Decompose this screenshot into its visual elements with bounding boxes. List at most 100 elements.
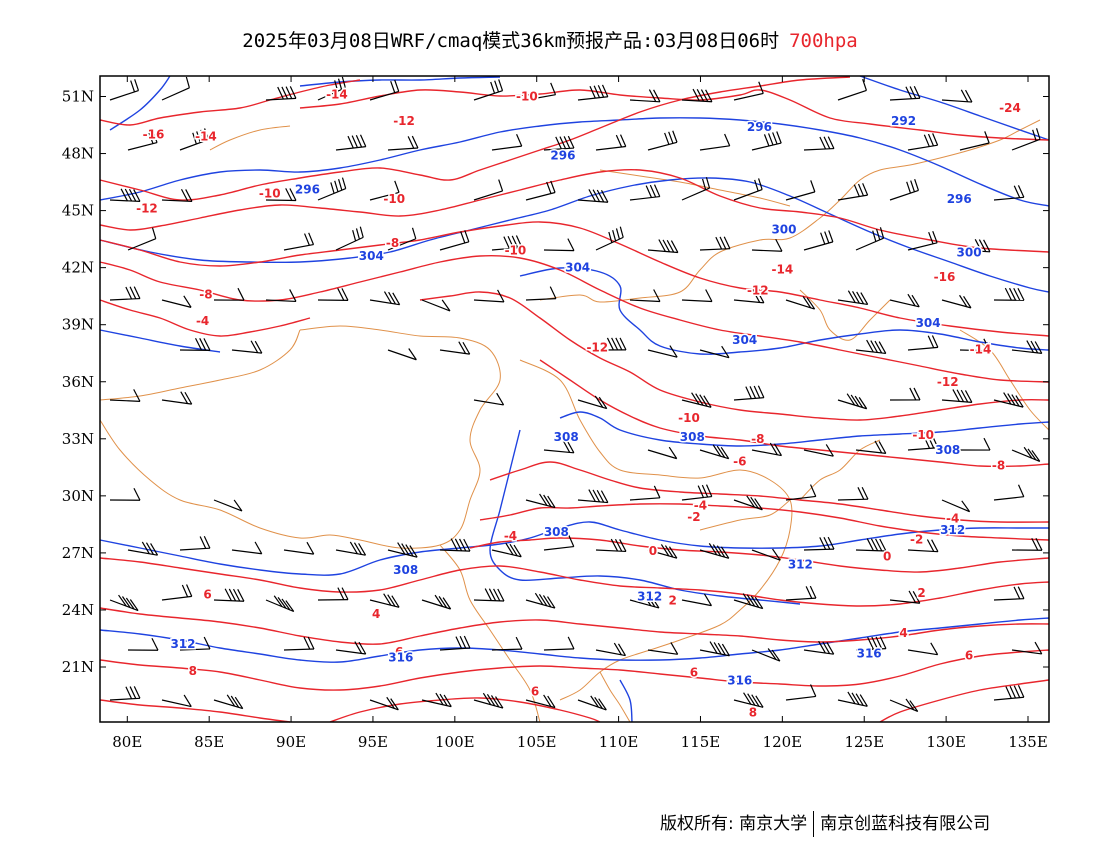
border-line	[799, 439, 881, 501]
wind-barb	[993, 484, 1025, 501]
wind-barb	[421, 692, 452, 708]
temperature-contour-label: 0	[883, 550, 891, 564]
wind-barb	[179, 535, 211, 551]
border-line	[99, 325, 501, 549]
copyright-footer: 版权所有: 南京大学 南京创蓝科技有限公司	[660, 809, 990, 837]
temperature-contour-line	[419, 291, 1050, 421]
wind-barb	[959, 338, 991, 352]
temperature-contour-label: -4	[504, 529, 517, 543]
wind-barb	[941, 89, 973, 103]
border-line	[209, 125, 291, 151]
wind-barb	[543, 534, 575, 551]
temperature-contour-label: -14	[326, 88, 348, 102]
temperature-contour-label: -4	[196, 314, 209, 328]
wind-barb	[109, 487, 141, 501]
wind-barb	[837, 691, 868, 707]
wind-barb	[751, 131, 782, 151]
wind-barb	[109, 188, 141, 202]
height-contour-label: 308	[935, 443, 960, 457]
temperature-contour-label: 8	[749, 706, 757, 720]
map-frame	[99, 75, 1050, 723]
height-contour-line	[559, 411, 1050, 447]
wind-barb	[837, 486, 869, 501]
wind-barb	[473, 79, 504, 101]
wind-barb	[699, 345, 730, 359]
wind-barb	[265, 86, 297, 101]
wind-barb	[993, 392, 1024, 408]
temperature-contour-label: 6	[965, 649, 973, 663]
wind-barb	[525, 493, 556, 509]
wind-barb	[179, 128, 209, 151]
height-contour-line	[99, 117, 1050, 207]
wind-barb	[629, 593, 660, 609]
wind-barb	[577, 395, 608, 410]
wind-barb	[525, 180, 556, 201]
wind-barb	[855, 339, 887, 355]
wind-barb	[803, 136, 835, 151]
wind-barb	[283, 636, 315, 651]
wind-barb	[161, 295, 192, 308]
wind-barb	[473, 289, 505, 303]
wind-barb	[317, 177, 347, 201]
wind-barb	[733, 593, 764, 610]
wind-barb	[525, 286, 557, 301]
border-line	[539, 119, 1041, 303]
wind-barb	[803, 640, 835, 655]
wind-barb	[1011, 537, 1043, 551]
border-line	[699, 499, 791, 531]
wind-barb	[473, 392, 505, 406]
wind-barb	[733, 178, 763, 201]
height-contour-label: 296	[947, 192, 972, 206]
height-contour-label: 304	[732, 333, 757, 347]
wind-barb	[491, 133, 523, 151]
x-tick-label: 100E	[435, 733, 475, 751]
wind-barb	[491, 235, 523, 251]
temperature-contour-label: 2	[917, 586, 925, 600]
wind-barb	[421, 594, 452, 610]
height-contour-label: 304	[359, 249, 384, 263]
wind-barb	[595, 226, 624, 251]
height-contour-label: 296	[550, 148, 575, 162]
x-tick-label: 130E	[926, 733, 966, 751]
wind-barb	[213, 287, 245, 301]
wind-barb	[335, 226, 364, 251]
wind-barb	[127, 541, 159, 556]
wind-barb	[179, 337, 211, 351]
height-contour-line	[99, 617, 1050, 663]
height-contour-label: 308	[393, 563, 418, 577]
wind-barb	[733, 495, 763, 511]
wind-barb	[647, 642, 679, 655]
wind-barb	[1011, 446, 1041, 462]
temperature-contour-label: -24	[999, 101, 1021, 115]
height-contour-line	[519, 267, 1050, 355]
wind-barb	[751, 442, 782, 457]
temperature-contour-label: -14	[195, 129, 217, 143]
wind-barb	[109, 389, 141, 402]
wind-barb	[733, 692, 764, 708]
height-contour-line	[99, 521, 1049, 576]
wind-barb	[543, 440, 575, 454]
wind-barb	[959, 437, 991, 451]
wind-barb	[213, 694, 244, 710]
wind-barb	[369, 291, 401, 306]
wind-barb	[213, 499, 243, 512]
x-tick-label: 90E	[276, 733, 306, 751]
wind-barb	[837, 393, 868, 410]
wind-barb	[161, 584, 193, 601]
wind-barb	[681, 289, 713, 303]
wind-barb	[595, 642, 626, 657]
wind-barb	[317, 288, 349, 301]
y-tick-label: 24N	[62, 601, 94, 619]
height-contour-line	[489, 429, 801, 605]
y-tick-label: 33N	[62, 430, 94, 448]
wind-barb	[837, 290, 869, 306]
wind-barb	[889, 698, 919, 713]
wind-barb	[283, 541, 315, 555]
x-tick-label: 110E	[599, 733, 639, 751]
temperature-contour-line	[469, 537, 1050, 573]
wind-barb	[699, 543, 730, 559]
wind-barb	[317, 76, 346, 101]
height-contour-line	[99, 329, 221, 353]
wind-barb	[161, 76, 190, 101]
